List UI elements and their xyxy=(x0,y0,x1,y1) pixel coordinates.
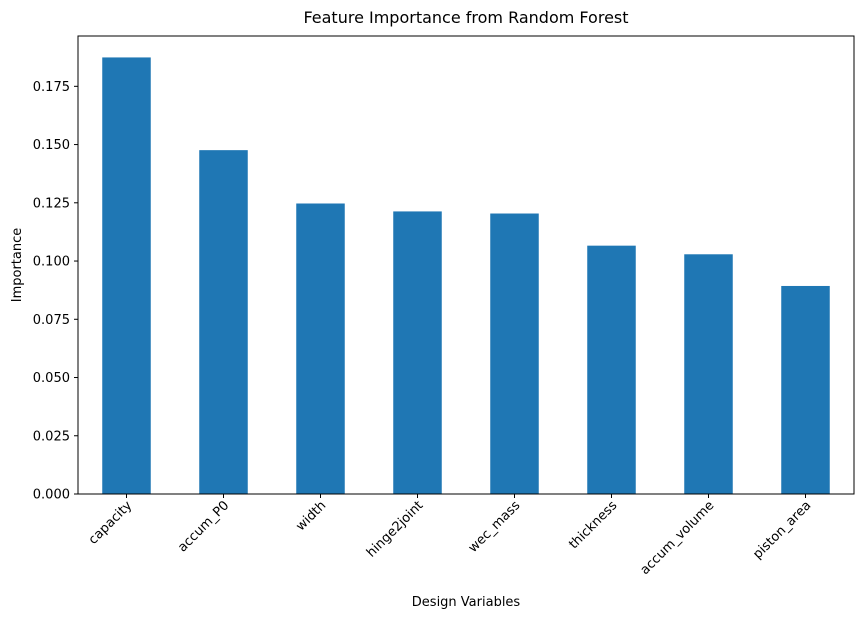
x-tick-label: capacity xyxy=(86,498,136,548)
y-axis-ticks: 0.000 0.025 0.050 0.075 0.100 0.125 0.150 0.175 xyxy=(33,80,78,503)
x-tick-label: accum_volume xyxy=(638,498,718,578)
bar-hinge2joint xyxy=(393,211,442,494)
bar-piston_area xyxy=(781,285,830,494)
x-tick-label: hinge2joint xyxy=(364,498,426,560)
bar-wec_mass xyxy=(490,213,539,495)
x-axis-label: Design Variables xyxy=(412,595,521,610)
bar-accum_P0 xyxy=(199,150,248,494)
x-tick-label: accum_P0 xyxy=(175,498,232,555)
x-tick-label: piston_area xyxy=(750,498,814,562)
bar-capacity xyxy=(102,57,151,495)
chart-title: Feature Importance from Random Forest xyxy=(303,8,628,27)
y-tick-label: 0.075 xyxy=(33,313,70,328)
bar-thickness xyxy=(587,245,636,494)
bar-accum_volume xyxy=(684,254,733,494)
y-tick-label: 0.150 xyxy=(33,138,70,153)
x-tick-label: thickness xyxy=(566,498,620,552)
y-tick-label: 0.000 xyxy=(33,488,70,503)
x-tick-label: wec_mass xyxy=(466,498,524,556)
y-tick-label: 0.175 xyxy=(33,80,70,95)
y-axis-label: Importance xyxy=(10,228,25,303)
bar-width xyxy=(296,203,345,494)
y-tick-label: 0.050 xyxy=(33,371,70,386)
y-tick-label: 0.025 xyxy=(33,429,70,444)
y-tick-label: 0.100 xyxy=(33,255,70,270)
plot-frame xyxy=(77,35,855,495)
x-tick-label: width xyxy=(293,498,329,534)
y-tick-label: 0.125 xyxy=(33,196,70,211)
x-axis-ticks: capacity accum_P0 width hinge2joint wec_mass… xyxy=(86,494,814,578)
bars xyxy=(102,57,830,495)
